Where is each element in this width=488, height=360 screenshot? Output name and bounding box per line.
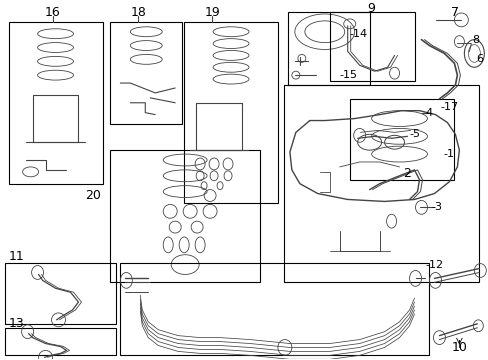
Bar bbox=[184, 22, 277, 203]
Bar bbox=[5, 262, 116, 324]
Bar bbox=[349, 99, 453, 180]
Text: -3: -3 bbox=[431, 202, 442, 212]
Bar bbox=[5, 328, 116, 355]
Text: -15: -15 bbox=[339, 70, 357, 80]
Bar bbox=[287, 12, 369, 85]
Bar bbox=[120, 262, 428, 355]
Text: -12: -12 bbox=[425, 260, 443, 270]
Text: 19: 19 bbox=[204, 5, 220, 18]
Text: 4: 4 bbox=[425, 108, 432, 118]
Text: 16: 16 bbox=[44, 5, 61, 18]
Bar bbox=[110, 22, 182, 125]
Bar bbox=[329, 12, 414, 81]
Text: 18: 18 bbox=[130, 5, 146, 18]
Text: 6: 6 bbox=[475, 54, 482, 64]
Bar bbox=[110, 150, 260, 282]
Text: -17: -17 bbox=[440, 102, 458, 112]
Text: -1: -1 bbox=[443, 149, 454, 159]
Text: 7: 7 bbox=[450, 5, 458, 18]
Text: 11: 11 bbox=[9, 250, 24, 263]
Text: -5: -5 bbox=[408, 129, 419, 139]
Text: 10: 10 bbox=[450, 341, 467, 354]
Bar bbox=[9, 22, 103, 184]
Text: -14: -14 bbox=[349, 29, 367, 39]
Text: 9: 9 bbox=[367, 1, 375, 14]
Bar bbox=[284, 85, 478, 282]
Text: 13: 13 bbox=[9, 317, 24, 330]
Text: 8: 8 bbox=[471, 35, 478, 45]
Text: 20: 20 bbox=[85, 189, 101, 202]
Text: 2: 2 bbox=[403, 167, 410, 180]
